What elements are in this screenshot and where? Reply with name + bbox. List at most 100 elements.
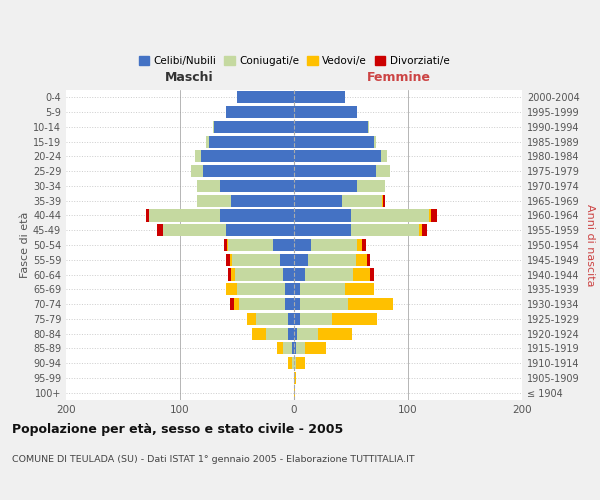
Bar	[195, 150, 200, 162]
Bar	[353, 268, 370, 280]
Text: Popolazione per età, sesso e stato civile - 2005: Popolazione per età, sesso e stato civil…	[12, 422, 343, 436]
Bar	[296, 357, 305, 369]
Bar	[294, 210, 351, 222]
Bar	[305, 268, 353, 280]
Bar	[235, 268, 283, 280]
Bar	[237, 283, 285, 296]
Bar	[294, 180, 356, 192]
Bar	[206, 136, 209, 147]
Bar	[346, 283, 374, 296]
Bar	[294, 386, 295, 398]
Bar	[300, 283, 346, 296]
Bar	[428, 210, 431, 222]
Bar	[294, 357, 296, 369]
Bar	[283, 268, 294, 280]
Bar	[213, 121, 214, 133]
Bar	[294, 92, 346, 104]
Bar	[228, 239, 274, 251]
Bar	[220, 210, 294, 222]
Bar	[294, 268, 305, 280]
Bar	[239, 298, 285, 310]
Bar	[230, 254, 232, 266]
Bar	[294, 283, 300, 296]
Bar	[294, 194, 342, 207]
Bar	[300, 298, 347, 310]
Bar	[233, 298, 239, 310]
Bar	[294, 106, 356, 118]
Bar	[308, 254, 356, 266]
Bar	[228, 268, 232, 280]
Bar	[191, 165, 203, 177]
Bar	[294, 121, 368, 133]
Bar	[351, 224, 419, 236]
Bar	[285, 283, 294, 296]
Bar	[294, 298, 300, 310]
Bar	[367, 254, 370, 266]
Bar	[230, 298, 233, 310]
Bar	[294, 372, 296, 384]
Bar	[163, 224, 226, 236]
Bar	[203, 165, 294, 177]
Bar	[226, 283, 237, 296]
Bar	[296, 342, 305, 354]
Bar	[224, 239, 227, 251]
Bar	[419, 224, 422, 236]
Bar	[294, 165, 376, 177]
Bar	[294, 150, 380, 162]
Bar	[383, 194, 385, 207]
Bar	[356, 180, 385, 192]
Bar	[318, 328, 352, 340]
Bar	[232, 194, 294, 207]
Y-axis label: Anni di nascita: Anni di nascita	[585, 204, 595, 286]
Bar	[362, 239, 366, 251]
Bar	[226, 224, 294, 236]
Bar	[227, 239, 228, 251]
Bar	[294, 239, 311, 251]
Text: Femmine: Femmine	[367, 71, 431, 84]
Bar	[200, 150, 294, 162]
Bar	[197, 194, 232, 207]
Bar	[311, 239, 357, 251]
Bar	[289, 357, 292, 369]
Bar	[157, 224, 163, 236]
Bar	[374, 136, 376, 147]
Bar	[283, 342, 292, 354]
Bar	[280, 254, 294, 266]
Bar	[197, 180, 220, 192]
Y-axis label: Fasce di età: Fasce di età	[20, 212, 30, 278]
Bar	[149, 210, 220, 222]
Bar	[294, 328, 298, 340]
Bar	[277, 342, 283, 354]
Bar	[256, 313, 289, 325]
Bar	[226, 106, 294, 118]
Bar	[274, 239, 294, 251]
Bar	[294, 313, 300, 325]
Bar	[356, 254, 367, 266]
Bar	[285, 298, 294, 310]
Bar	[376, 165, 390, 177]
Bar	[292, 342, 294, 354]
Bar	[226, 254, 230, 266]
Bar	[368, 121, 369, 133]
Text: Maschi: Maschi	[165, 71, 214, 84]
Bar	[305, 342, 326, 354]
Bar	[300, 313, 332, 325]
Bar	[146, 210, 149, 222]
Bar	[347, 298, 393, 310]
Bar	[252, 328, 265, 340]
Bar	[232, 268, 235, 280]
Bar	[289, 328, 294, 340]
Bar	[380, 150, 388, 162]
Bar	[237, 92, 294, 104]
Bar	[289, 313, 294, 325]
Bar	[232, 254, 280, 266]
Bar	[294, 254, 308, 266]
Bar	[370, 268, 374, 280]
Bar	[356, 239, 362, 251]
Bar	[298, 328, 318, 340]
Legend: Celibi/Nubili, Coniugati/e, Vedovi/e, Divorziati/e: Celibi/Nubili, Coniugati/e, Vedovi/e, Di…	[134, 52, 454, 70]
Bar	[342, 194, 382, 207]
Bar	[294, 342, 296, 354]
Bar	[220, 180, 294, 192]
Bar	[294, 136, 374, 147]
